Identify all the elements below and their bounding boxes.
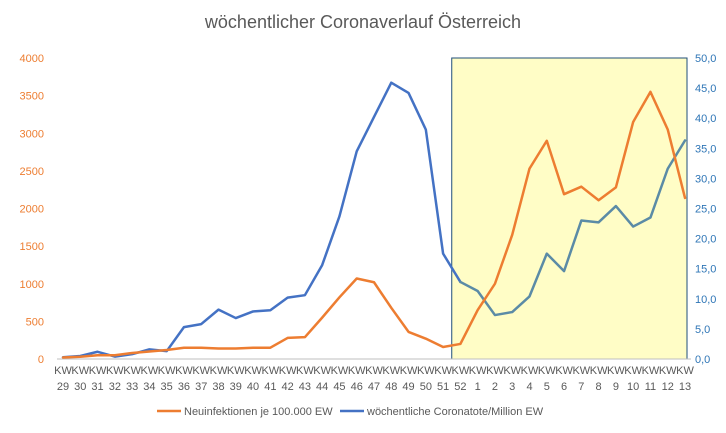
y-right-tick-label: 25,0 <box>695 204 716 216</box>
x-tick-label: KW 11 <box>642 365 660 393</box>
highlight-region <box>451 57 688 360</box>
legend-label-1: wöchentliche Coronatote/Million EW <box>366 406 544 418</box>
series-line-1-highlighted <box>459 139 687 317</box>
y-axis-left: 0 500 1000 1500 2000 2500 3000 3500 4000 <box>20 53 44 366</box>
x-tick-label: KW 9 <box>607 365 625 393</box>
series-line-1 <box>61 81 462 359</box>
x-tick-label: KW 43 <box>296 365 314 393</box>
x-tick-label: KW 51 <box>434 365 452 393</box>
y-left-tick-label: 3500 <box>20 91 44 103</box>
chart-title: wöchentlicher Coronaverlauf Österreich <box>204 12 521 32</box>
y-right-tick-label: 45,0 <box>695 83 716 95</box>
x-tick-label: KW 35 <box>158 365 176 393</box>
y-right-tick-label: 20,0 <box>695 234 716 246</box>
y-right-tick-label: 35,0 <box>695 143 716 155</box>
x-tick-label: KW 39 <box>227 365 245 393</box>
x-tick-label: KW 45 <box>331 365 349 393</box>
x-tick-label: KW 6 <box>555 365 573 393</box>
x-tick-label: KW 29 <box>54 365 72 393</box>
x-tick-label: KW 2 <box>486 365 504 393</box>
x-tick-label: KW 33 <box>123 365 141 393</box>
x-tick-label: KW 4 <box>521 365 539 393</box>
x-tick-label: KW 52 <box>452 365 470 393</box>
y-left-tick-label: 2500 <box>20 166 44 178</box>
x-tick-label: KW 12 <box>659 365 677 393</box>
x-tick-label: KW 48 <box>382 365 400 393</box>
x-tick-label: KW 32 <box>106 365 124 393</box>
y-right-tick-label: 0,0 <box>695 354 710 366</box>
y-left-tick-label: 1500 <box>20 241 44 253</box>
x-tick-label: KW 42 <box>279 365 297 393</box>
x-tick-label: KW 40 <box>244 365 262 393</box>
x-tick-label: KW 38 <box>210 365 228 393</box>
x-tick-label: KW 47 <box>365 365 383 393</box>
y-left-tick-label: 2000 <box>20 204 44 216</box>
y-right-tick-label: 30,0 <box>695 173 716 185</box>
x-tick-label: KW 49 <box>400 365 418 393</box>
x-tick-label: KW 50 <box>417 365 435 393</box>
x-tick-label: KW 7 <box>572 365 590 393</box>
x-tick-label: KW 13 <box>676 365 694 393</box>
legend: Neuinfektionen je 100.000 EW wöchentlich… <box>157 406 544 418</box>
x-tick-label: KW 34 <box>141 365 159 393</box>
y-right-tick-label: 50,0 <box>695 53 716 65</box>
y-right-tick-label: 5,0 <box>695 324 710 336</box>
x-tick-label: KW 10 <box>624 365 642 393</box>
x-tick-label: KW 44 <box>313 365 331 393</box>
x-tick-label: KW 1 <box>469 365 487 393</box>
y-right-tick-label: 15,0 <box>695 264 716 276</box>
x-tick-label: KW 5 <box>538 365 556 393</box>
y-left-tick-label: 0 <box>38 354 44 366</box>
y-left-tick-label: 3000 <box>20 128 44 140</box>
y-left-tick-label: 1000 <box>20 279 44 291</box>
x-tick-label: KW 37 <box>192 365 210 393</box>
y-right-tick-label: 40,0 <box>695 113 716 125</box>
x-tick-label: KW 30 <box>71 365 89 393</box>
y-axis-right: 0,0 5,0 10,0 15,0 20,0 25,0 30,0 35,0 40,0 45,0 50… <box>695 53 716 366</box>
x-tick-label: KW 31 <box>89 365 107 393</box>
x-tick-label: KW 8 <box>590 365 608 393</box>
y-right-tick-label: 10,0 <box>695 294 716 306</box>
x-tick-label: KW 36 <box>175 365 193 393</box>
y-left-tick-label: 4000 <box>20 53 44 65</box>
x-tick-label: KW 41 <box>261 365 279 393</box>
series-line-0 <box>61 90 687 359</box>
legend-label-0: Neuinfektionen je 100.000 EW <box>184 406 333 418</box>
x-tick-label: KW 3 <box>503 365 521 393</box>
series-group <box>61 81 687 359</box>
x-tick-label: KW 46 <box>348 365 366 393</box>
y-left-tick-label: 500 <box>26 316 44 328</box>
